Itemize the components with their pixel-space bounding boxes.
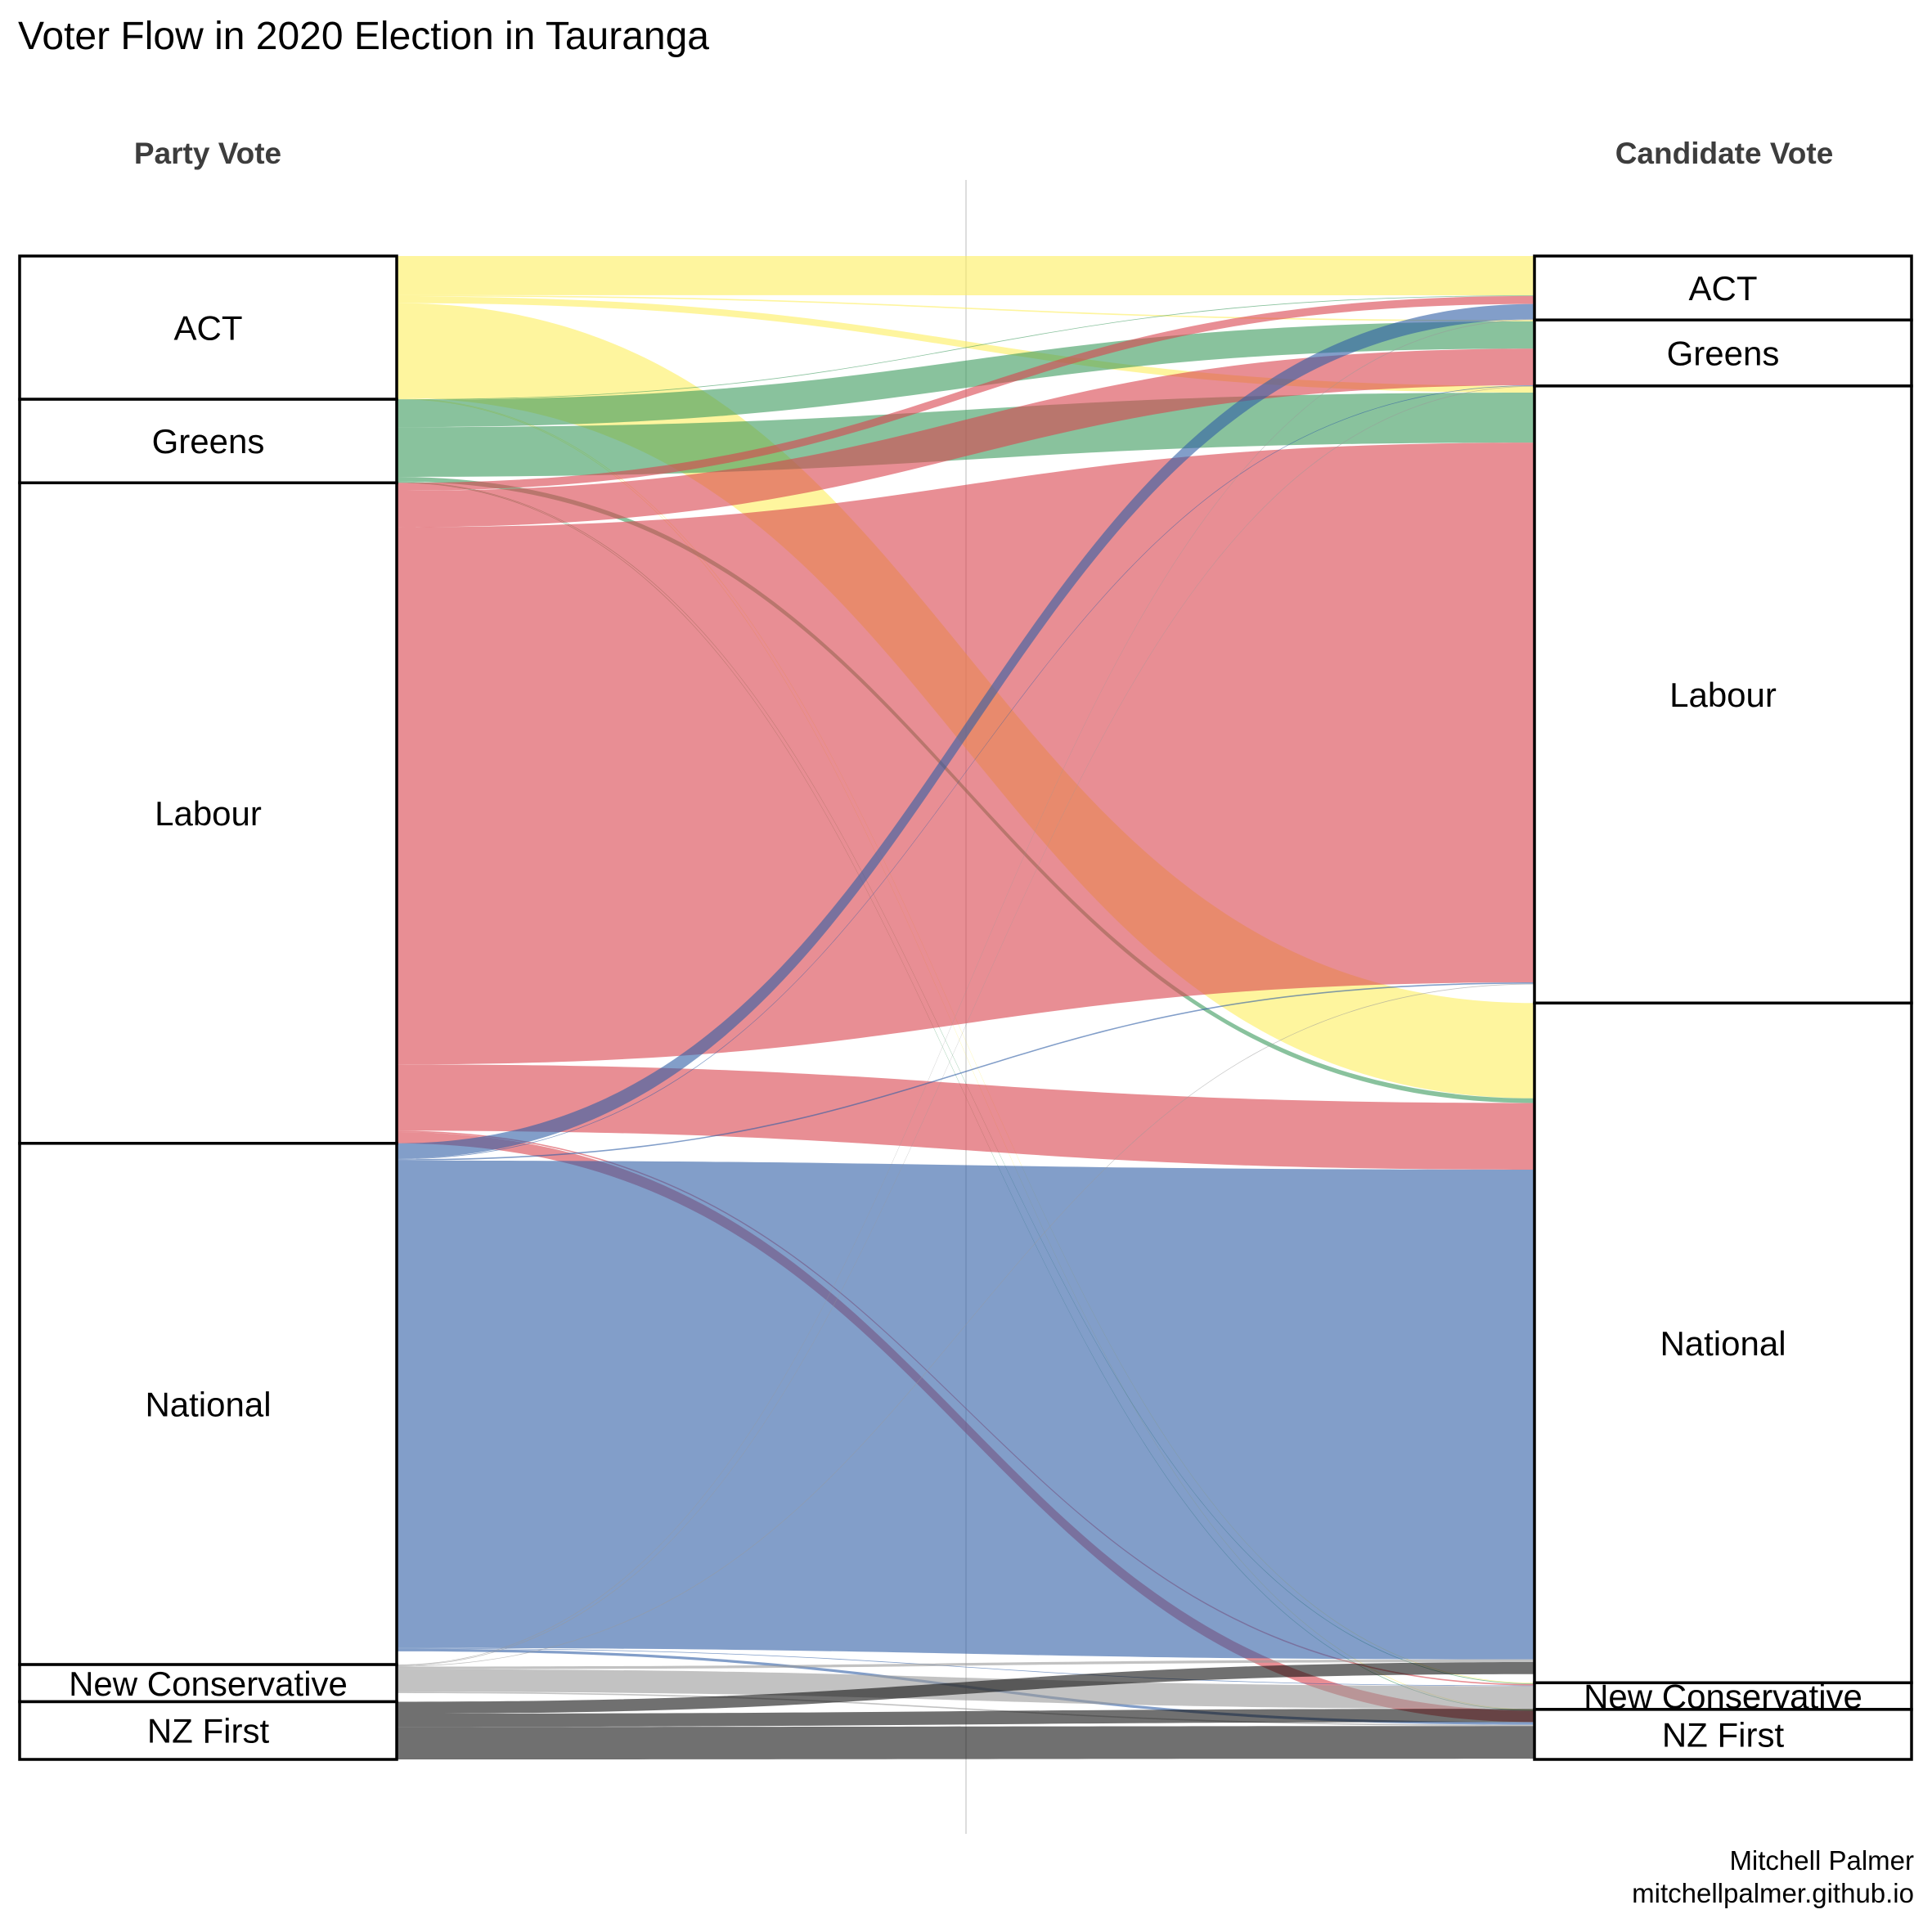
flow-layer — [397, 256, 1534, 1759]
candidate-node-label-greens: Greens — [1667, 335, 1780, 373]
flow-new-conservative-to-nz-first — [397, 1692, 1534, 1727]
candidate-node-label-national: National — [1660, 1324, 1786, 1363]
party-node-act — [18, 254, 398, 401]
caption-author: Mitchell Palmer — [1729, 1845, 1914, 1876]
flow-national-to-greens — [397, 385, 1534, 1160]
flow-act-to-labour — [397, 296, 1534, 393]
party-node-label-nz-first: NZ First — [147, 1712, 270, 1750]
party-node-label-greens: Greens — [152, 422, 265, 461]
candidate-node-greens — [1533, 318, 1913, 388]
flow-national-to-labour — [397, 982, 1534, 1161]
flow-greens-to-greens — [397, 321, 1534, 428]
party-node-national — [18, 1142, 398, 1666]
party-node-label-national: National — [145, 1385, 271, 1423]
flow-labour-to-act — [397, 295, 1534, 492]
flow-national-to-national — [397, 1160, 1534, 1660]
flow-act-to-nz-first — [397, 398, 1534, 1710]
flow-act-to-act — [397, 256, 1534, 296]
flow-labour-to-labour — [397, 443, 1534, 1065]
flow-new-conservative-to-labour — [397, 983, 1534, 1667]
caption-url: mitchellpalmer.github.io — [1632, 1878, 1914, 1908]
right-axis-label: Candidate Vote — [1615, 137, 1834, 170]
party-node-label-act: ACT — [174, 309, 243, 348]
candidate-node-labour — [1533, 384, 1913, 1005]
candidate-node-label-act: ACT — [1689, 269, 1758, 308]
flow-act-to-greens — [397, 294, 1534, 321]
flow-nz-first-to-national — [397, 1662, 1534, 1714]
flow-act-to-new-conservative — [397, 398, 1534, 1684]
flow-nz-first-to-new-conservative — [397, 1709, 1534, 1728]
flow-labour-to-national — [397, 1064, 1534, 1170]
flow-new-conservative-to-greens — [397, 385, 1534, 1666]
flow-greens-to-new-conservative — [397, 481, 1534, 1684]
candidate-node-label-labour: Labour — [1669, 676, 1777, 714]
flow-national-to-new-conservative — [397, 1647, 1534, 1687]
left-axis-label: Party Vote — [134, 137, 281, 170]
flow-new-conservative-to-national — [397, 1659, 1534, 1669]
flow-greens-to-act — [397, 295, 1534, 400]
party-node-greens — [18, 398, 398, 485]
candidate-node-nz-first — [1533, 1708, 1913, 1761]
candidate-node-national — [1533, 1001, 1913, 1685]
party-node-label-new-conservative: New Conservative — [69, 1665, 348, 1703]
party-node-label-labour: Labour — [155, 794, 262, 833]
flow-new-conservative-to-act — [397, 319, 1534, 1665]
chart-title: Voter Flow in 2020 Election in Tauranga — [18, 15, 709, 58]
candidate-node-label-nz-first: NZ First — [1662, 1715, 1785, 1754]
flow-national-to-act — [397, 303, 1534, 1159]
party-vote-nodes: ACT Greens Labour National New Conservative N… — [18, 254, 398, 1761]
flow-nz-first-to-nz-first — [397, 1726, 1534, 1759]
party-node-labour — [18, 481, 398, 1145]
candidate-node-new-conservative — [1533, 1681, 1913, 1711]
party-node-nz-first — [18, 1700, 398, 1761]
